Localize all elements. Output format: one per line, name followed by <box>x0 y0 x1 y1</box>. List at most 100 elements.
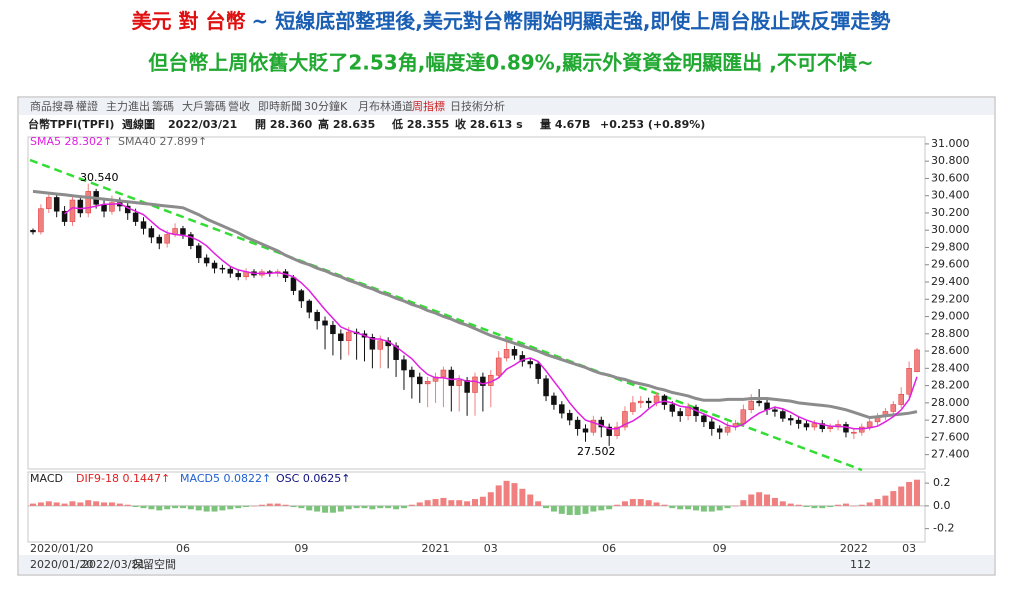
candle-body <box>77 199 84 214</box>
osc-bar <box>653 502 660 506</box>
osc-bar <box>251 505 257 507</box>
osc-bar <box>116 503 123 506</box>
x-tick-label: 2020/01/20 <box>30 542 93 555</box>
y-tick-label: 28.000 <box>931 396 970 409</box>
candle-body <box>724 426 731 433</box>
y-tick-label: 28.800 <box>931 327 970 340</box>
candle-body <box>109 202 115 212</box>
osc-bar <box>598 505 605 511</box>
candle-body <box>85 191 91 214</box>
candle-body <box>819 423 826 429</box>
osc-bar <box>811 505 818 509</box>
candle-body <box>61 210 68 222</box>
tab[interactable]: 周指標 <box>412 99 445 113</box>
osc-bar <box>558 505 565 514</box>
x-tick-label: 06 <box>602 542 616 555</box>
candle-body <box>535 363 541 379</box>
y-tick-label: 30.400 <box>931 189 970 202</box>
candle-body <box>740 409 747 424</box>
candle-body <box>677 411 683 417</box>
candle-body <box>409 369 415 378</box>
price-panel <box>27 136 926 470</box>
candle-body <box>527 361 533 365</box>
osc-bar <box>440 497 447 506</box>
osc-bar <box>408 504 415 506</box>
osc-bar <box>337 505 344 512</box>
candle-body <box>772 409 778 412</box>
osc-bar <box>906 481 913 506</box>
candle-body <box>53 197 60 212</box>
osc-bar <box>432 499 439 506</box>
candle-body <box>559 404 565 414</box>
osc-bar <box>282 504 289 506</box>
candle-body <box>709 421 715 429</box>
osc-bar <box>771 497 778 506</box>
info-text: +0.253 (+0.89%) <box>600 118 705 131</box>
candle-body <box>843 424 849 433</box>
bottom-bar <box>19 555 994 574</box>
tab[interactable]: 主力進出 <box>106 99 150 113</box>
osc-bar <box>614 504 621 506</box>
tab[interactable]: 權證 <box>76 99 98 113</box>
osc-bar <box>172 505 179 509</box>
osc-bar <box>550 505 557 512</box>
tab[interactable]: 月布林通道 <box>358 99 413 113</box>
tab[interactable]: 商品搜尋 <box>30 99 74 113</box>
tab[interactable]: 即時新聞 <box>258 99 302 113</box>
y-tick-label: 30.200 <box>931 206 970 219</box>
candle-body <box>322 320 328 326</box>
tab[interactable]: 營收 <box>228 99 250 113</box>
y-tick-label: 30.600 <box>931 171 970 184</box>
candle-body <box>787 418 794 421</box>
tab[interactable]: 日技術分析 <box>450 99 505 113</box>
osc-bar <box>377 505 384 509</box>
osc-bar <box>487 492 494 506</box>
osc-bar <box>756 492 763 506</box>
candle-body <box>148 228 155 238</box>
y-tick-label: 27.800 <box>931 413 970 426</box>
candle-body <box>480 376 486 386</box>
candle-body <box>46 197 52 209</box>
osc-bar <box>132 505 139 507</box>
end-date[interactable]: 2022/03/21 <box>82 558 145 571</box>
osc-bar <box>590 505 597 512</box>
osc-bar <box>779 501 786 506</box>
candle-body <box>866 421 873 428</box>
osc-bar <box>203 505 210 512</box>
headline-red: 美元 對 台幣 <box>132 9 246 33</box>
osc-bar <box>53 502 60 506</box>
osc-bar <box>124 504 131 506</box>
candle-body <box>590 419 597 433</box>
candle-body <box>859 426 865 433</box>
osc-bar <box>858 504 865 506</box>
info-text: 台幣TPFI(TPFI) <box>28 117 114 131</box>
candle-body <box>140 221 147 229</box>
candle-body <box>235 273 241 278</box>
candle-body <box>314 311 320 322</box>
osc-bar <box>882 495 889 506</box>
candle-body <box>756 400 762 404</box>
osc-bar <box>424 500 431 506</box>
start-date[interactable]: 2020/01/20 <box>30 558 93 571</box>
x-tick-label: 2022 <box>840 542 868 555</box>
tab[interactable]: 大戶籌碼 <box>182 99 226 113</box>
candle-body <box>180 228 186 235</box>
osc-bar <box>179 505 186 509</box>
candle-body <box>338 333 344 341</box>
legend-macd5: MACD5 0.0822↑ <box>180 472 271 485</box>
x-tick-label: 09 <box>713 542 727 555</box>
candle-body <box>906 368 912 395</box>
osc-bar <box>890 491 897 506</box>
y-tick-label: 29.000 <box>931 310 970 323</box>
candle-body <box>69 199 76 222</box>
low-annotation: 27.502 <box>577 445 616 458</box>
osc-bar <box>787 503 794 506</box>
tab[interactable]: 籌碼 <box>152 100 174 113</box>
osc-bar <box>519 488 526 506</box>
osc-bar <box>621 501 628 506</box>
osc-bar <box>677 505 684 510</box>
info-text: 低 28.355 <box>391 117 449 131</box>
tab[interactable]: 30分鐘K <box>304 99 348 113</box>
info-text: 2022/03/21 <box>168 118 237 131</box>
